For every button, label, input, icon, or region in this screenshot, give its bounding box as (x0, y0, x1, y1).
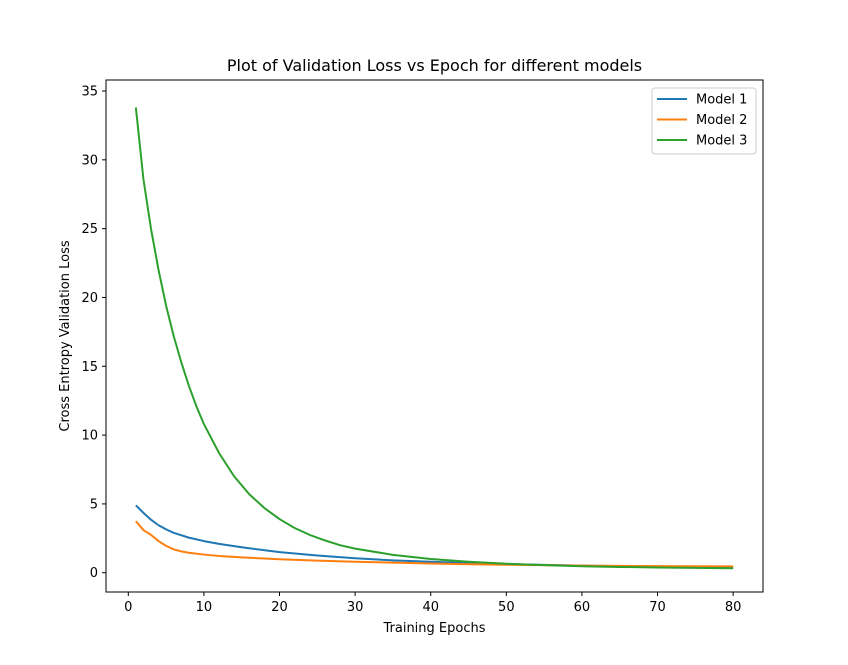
y-tick-label: 5 (90, 497, 98, 512)
legend-label-model-1: Model 1 (696, 93, 747, 108)
x-tick-label: 20 (271, 600, 288, 615)
legend: Model 1 Model 2 Model 3 (651, 87, 757, 155)
chart-title: Plot of Validation Loss vs Epoch for dif… (227, 56, 642, 75)
legend-box (651, 87, 757, 155)
x-tick-label: 0 (124, 600, 132, 615)
y-tick-label: 0 (90, 566, 98, 581)
x-tick-label: 60 (574, 600, 591, 615)
x-tick-label: 70 (649, 600, 666, 615)
legend-label-model-2: Model 2 (696, 113, 747, 128)
y-tick-label: 15 (81, 360, 98, 375)
x-tick-label: 80 (725, 600, 742, 615)
x-axis: 0 10 20 30 40 50 60 70 80 (124, 592, 741, 615)
series-layer (134, 107, 734, 570)
plot-frame (105, 79, 764, 593)
x-tick-label: 10 (196, 600, 213, 615)
y-tick-label: 25 (81, 222, 98, 237)
series-line-model-1 (135, 504, 734, 569)
x-axis-label: Training Epochs (382, 621, 485, 636)
x-tick-label: 30 (347, 600, 364, 615)
y-axis-label: Cross Entropy Validation Loss (58, 240, 73, 431)
x-tick-label: 50 (498, 600, 515, 615)
y-tick-label: 20 (81, 291, 98, 306)
legend-label-model-3: Model 3 (696, 134, 747, 149)
y-axis: 0 5 10 15 20 25 30 35 (81, 85, 106, 581)
y-tick-label: 30 (81, 153, 98, 168)
y-tick-label: 35 (81, 85, 98, 100)
x-tick-label: 40 (422, 600, 439, 615)
y-tick-label: 10 (81, 429, 98, 444)
series-line-model-3 (134, 107, 734, 570)
